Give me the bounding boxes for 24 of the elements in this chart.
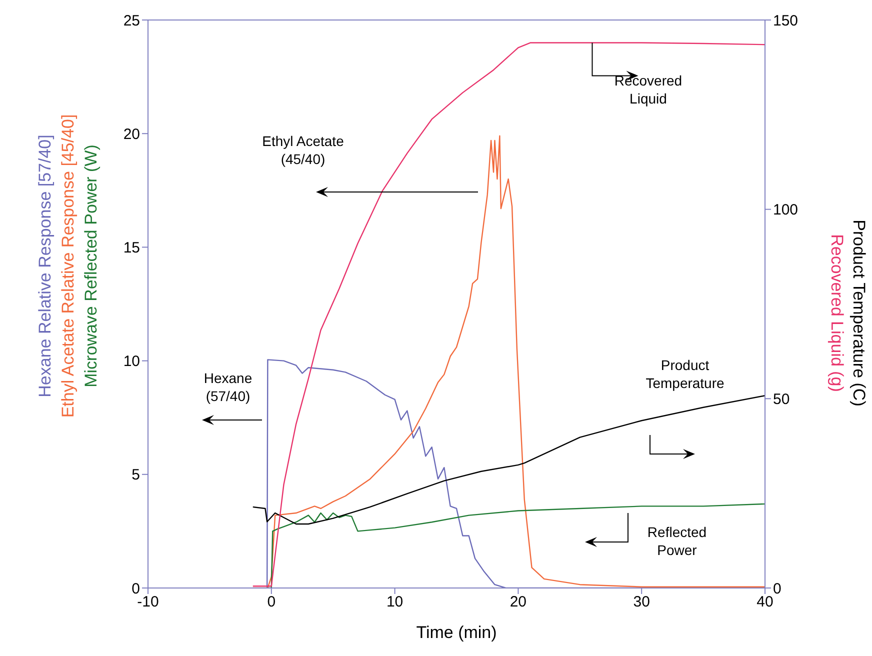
annotation: Recovered Liquid — [614, 72, 682, 107]
y2-tick-label: 0 — [773, 580, 782, 598]
annotation: Product Temperature — [646, 357, 725, 391]
x-axis-title: Time (min) — [416, 623, 497, 642]
y2-tick-label: 50 — [773, 390, 790, 408]
annotation: Hexane (57/40) — [204, 370, 252, 404]
y-tick-label: 5 — [132, 466, 140, 484]
x-tick-label: -10 — [137, 594, 159, 611]
x-tick-label: 20 — [510, 594, 527, 611]
y-tick-label: 20 — [123, 126, 140, 143]
y2-tick-label: 100 — [773, 202, 798, 219]
x-tick-label: 0 — [267, 594, 276, 611]
y2-axis-title: Product Temperature (C) Recovered Liquid (g) — [828, 220, 868, 406]
y-tick-label: 0 — [132, 580, 140, 598]
y-axis-title: Hexane Relative Response [57/40] Ethyl Acetate Relative Response [45/40] Microwave Reflected Power (W) — [36, 114, 100, 418]
x-tick-label: 30 — [633, 594, 650, 611]
y-tick-label: 25 — [123, 12, 140, 30]
x-tick-label: 10 — [386, 594, 404, 611]
y-tick-label: 10 — [123, 353, 140, 370]
x-tick-label: 40 — [756, 594, 774, 611]
y-tick-label: 15 — [123, 240, 140, 257]
y2-tick-label: 150 — [773, 12, 798, 30]
annotation: Reflected Power — [647, 524, 707, 558]
annotation: Ethyl Acetate (45/40) — [262, 133, 344, 167]
